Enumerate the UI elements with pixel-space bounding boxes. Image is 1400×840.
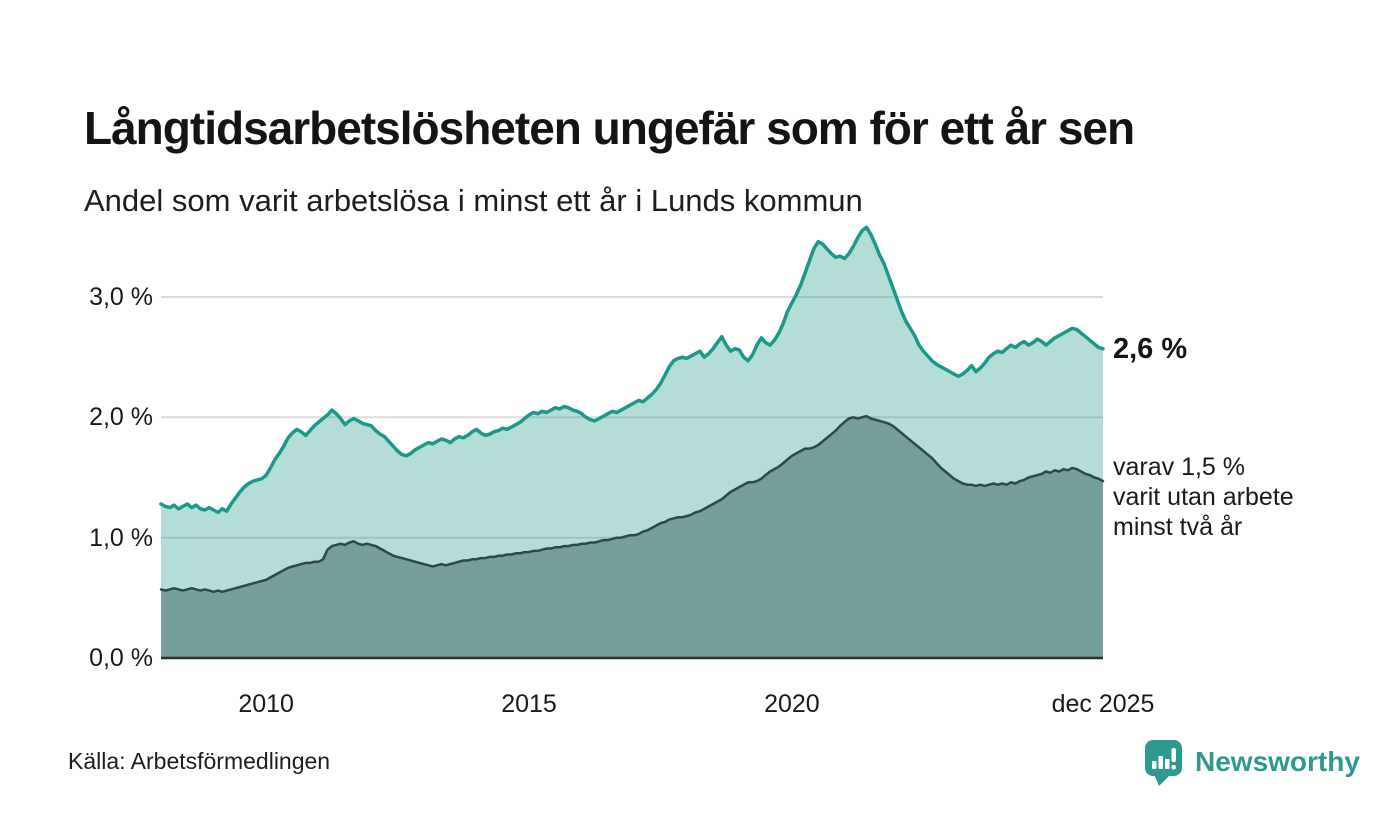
series-total-line	[159, 225, 1105, 515]
y-tick-label: 3,0 %	[89, 283, 153, 311]
x-tick-label: 2015	[501, 690, 557, 718]
x-tick-label: 2020	[764, 690, 820, 718]
series-sub-area	[161, 416, 1103, 658]
source-note: Källa: Arbetsförmedlingen	[68, 748, 331, 774]
chart-subtitle: Andel som varit arbetslösa i minst ett å…	[84, 183, 863, 218]
series-sub-line	[159, 414, 1105, 594]
annotation-subseries-line1: varav 1,5 %	[1113, 453, 1246, 482]
annotation-latest-total: 2,6 %	[1113, 332, 1188, 365]
newsworthy-wordmark: Newsworthy	[1195, 746, 1360, 777]
newsworthy-logo-icon	[1145, 740, 1182, 786]
annotation-subseries-line3: minst två år	[1113, 513, 1243, 542]
annotation-latest-subseries: varav 1,5 % varit utan arbete minst två …	[1113, 452, 1294, 542]
chart-title: Långtidsarbetslösheten ungefär som för e…	[84, 101, 1135, 154]
x-tick-label: 2010	[238, 690, 294, 718]
y-tick-label: 1,0 %	[89, 523, 153, 552]
y-tick-label: 0,0 %	[89, 644, 153, 672]
x-tick-label: dec 2025	[1051, 690, 1155, 718]
y-tick-label: 2,0 %	[89, 403, 153, 432]
newsworthy-logo: Newsworthy	[1144, 738, 1360, 786]
annotation-subseries-line2: varit utan arbete	[1113, 483, 1294, 512]
